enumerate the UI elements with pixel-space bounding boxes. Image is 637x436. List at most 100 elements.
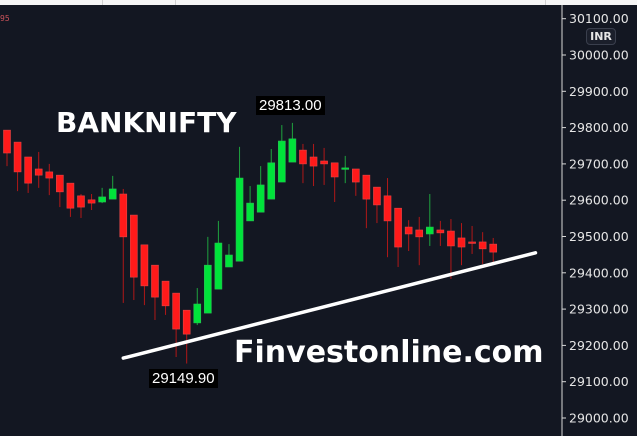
y-tick-label: 29100.00 bbox=[569, 374, 629, 389]
candle bbox=[140, 244, 149, 306]
candle bbox=[119, 188, 128, 303]
candle bbox=[447, 219, 455, 279]
candle-body bbox=[278, 140, 286, 183]
candle-body bbox=[489, 243, 498, 253]
candle bbox=[278, 125, 286, 183]
candle bbox=[352, 168, 360, 196]
candle bbox=[77, 194, 85, 218]
low-price-label: 29149.90 bbox=[149, 369, 218, 388]
candle bbox=[256, 166, 265, 213]
y-tick-label: 29500.00 bbox=[569, 229, 629, 244]
candle-body bbox=[383, 195, 392, 222]
candle bbox=[309, 143, 318, 187]
candle bbox=[436, 220, 445, 246]
candle-body bbox=[151, 264, 159, 298]
candle-body bbox=[373, 186, 381, 206]
candle-body bbox=[478, 241, 487, 250]
candle bbox=[394, 207, 402, 267]
candle-body bbox=[299, 149, 307, 165]
chart-title: BANKNIFTY bbox=[56, 106, 237, 139]
candle-body bbox=[436, 229, 445, 234]
candle-body bbox=[161, 280, 170, 307]
candle-body bbox=[193, 303, 202, 324]
candle-body bbox=[235, 177, 244, 262]
candle bbox=[404, 220, 413, 252]
candle bbox=[193, 288, 202, 326]
candle bbox=[246, 186, 254, 222]
candle-body bbox=[45, 171, 54, 179]
candle bbox=[415, 216, 424, 266]
trendline bbox=[121, 251, 538, 360]
candle bbox=[56, 174, 64, 208]
candle-body bbox=[246, 202, 254, 222]
candle bbox=[468, 225, 476, 254]
candle-body bbox=[256, 184, 265, 213]
candle-body bbox=[404, 226, 413, 235]
candle-body bbox=[77, 195, 85, 208]
candle-body bbox=[140, 244, 149, 287]
high-price-label: 29813.00 bbox=[256, 96, 325, 115]
candle-body bbox=[98, 196, 106, 203]
candle bbox=[130, 214, 138, 301]
candle-body bbox=[468, 241, 476, 244]
candle-body bbox=[457, 237, 466, 248]
price-axis[interactable]: 30100.00 30000.00 29900.00 29800.00 29700.00… bbox=[562, 11, 629, 426]
candle bbox=[288, 122, 297, 163]
candle-body bbox=[56, 174, 64, 193]
candle-body bbox=[130, 214, 138, 278]
candle bbox=[3, 129, 11, 167]
candle-body bbox=[309, 156, 318, 167]
candle bbox=[362, 174, 371, 229]
candle bbox=[225, 244, 233, 268]
corner-value: 95 bbox=[0, 14, 10, 23]
candle bbox=[161, 280, 170, 315]
currency-badge[interactable]: INR bbox=[586, 28, 616, 45]
candles-layer bbox=[3, 122, 498, 364]
top-toolbar-strip bbox=[0, 0, 637, 5]
candle-body bbox=[288, 138, 297, 163]
candle-body bbox=[352, 168, 360, 183]
candle-body bbox=[320, 160, 328, 165]
candle bbox=[320, 147, 328, 185]
y-tick-label: 30100.00 bbox=[569, 11, 629, 26]
candle bbox=[204, 236, 212, 314]
candle bbox=[425, 194, 434, 246]
candle bbox=[383, 178, 392, 258]
candle bbox=[13, 141, 22, 192]
candle-body bbox=[267, 162, 276, 200]
candle bbox=[373, 186, 381, 224]
candle-body bbox=[3, 129, 11, 154]
toolbar-divider bbox=[175, 0, 176, 5]
candle-body bbox=[108, 188, 117, 200]
candle bbox=[98, 187, 106, 204]
candle bbox=[182, 309, 191, 364]
candle-body bbox=[182, 309, 191, 335]
toolbar-divider bbox=[102, 0, 103, 5]
candle-body bbox=[341, 167, 350, 170]
candle bbox=[457, 223, 466, 266]
candle-body bbox=[119, 193, 128, 238]
candle-body bbox=[13, 141, 22, 173]
candle-body bbox=[172, 292, 180, 330]
y-tick-label: 29600.00 bbox=[569, 193, 629, 208]
candle-body bbox=[34, 168, 43, 176]
toolbar-divider bbox=[545, 0, 546, 5]
candle bbox=[330, 162, 339, 203]
y-tick-label: 29800.00 bbox=[569, 120, 629, 135]
candle bbox=[478, 232, 487, 265]
candle bbox=[45, 163, 54, 196]
candle bbox=[267, 149, 276, 200]
y-tick-label: 29900.00 bbox=[569, 84, 629, 99]
candle bbox=[172, 292, 180, 358]
candle bbox=[341, 155, 350, 184]
candle-body bbox=[415, 229, 424, 238]
candle bbox=[108, 175, 117, 200]
y-tick-label: 29400.00 bbox=[569, 265, 629, 280]
candle-body bbox=[66, 182, 75, 209]
candle bbox=[235, 146, 244, 262]
candle-body bbox=[447, 230, 455, 247]
y-tick-label: 29200.00 bbox=[569, 338, 629, 353]
y-tick-label: 29300.00 bbox=[569, 302, 629, 317]
candle bbox=[24, 156, 32, 193]
